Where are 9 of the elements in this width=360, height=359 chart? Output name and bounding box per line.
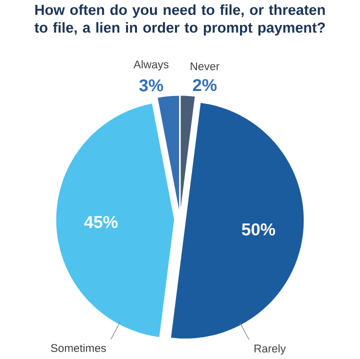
- data-label: 3%: [139, 79, 164, 92]
- slice-label: Rarely: [254, 344, 286, 355]
- slice-label: Always: [134, 60, 168, 71]
- data-label: 50%: [242, 223, 276, 236]
- slice-label: Never: [190, 62, 220, 70]
- chart-title: How often do you need to file, or threaten to file, a lien in order to prompt payment?: [34, 4, 325, 36]
- slice-label: Sometimes: [51, 344, 106, 352]
- data-label: 45%: [84, 216, 118, 228]
- data-label: 2%: [192, 79, 217, 92]
